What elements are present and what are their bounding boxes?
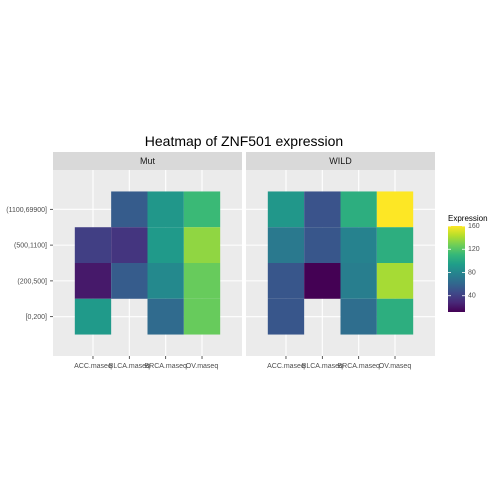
heatmap-cell xyxy=(377,299,413,335)
heatmap-cell xyxy=(377,191,413,227)
heatmap-cell xyxy=(377,227,413,263)
heatmap-cell xyxy=(148,263,184,299)
heatmap-cell xyxy=(341,191,377,227)
x-tick-label: BRCA.maseq xyxy=(144,363,187,370)
heatmap-cell xyxy=(304,191,340,227)
heatmap-cell xyxy=(184,263,220,299)
heatmap-cell xyxy=(304,227,340,263)
y-tick-label: (200,500] xyxy=(17,278,47,285)
heatmap-cell xyxy=(111,191,147,227)
heatmap-cell xyxy=(111,227,147,263)
x-tick-label: OV.maseq xyxy=(379,363,412,370)
x-tick-label: BRCA.maseq xyxy=(337,363,380,370)
heatmap-cell xyxy=(75,227,111,263)
legend-tick-label: 120 xyxy=(468,246,480,253)
heatmap-cell xyxy=(111,263,147,299)
heatmap-cell xyxy=(304,263,340,299)
heatmap-cell xyxy=(75,263,111,299)
heatmap-cell xyxy=(184,227,220,263)
legend-tick-label: 160 xyxy=(468,223,480,230)
heatmap-cell xyxy=(75,299,111,335)
heatmap-cell xyxy=(341,227,377,263)
legend-title: Expression xyxy=(448,214,488,223)
panel-wild: WILDACC.maseqBLCA.maseqBRCA.maseqOV.mase… xyxy=(246,152,435,370)
legend: Expression 40 80 120 160 xyxy=(448,214,488,312)
heatmap-cell xyxy=(148,191,184,227)
heatmap-cell xyxy=(184,191,220,227)
legend-tick-label: 40 xyxy=(468,293,476,300)
heatmap-cell xyxy=(268,299,304,335)
heatmap-cell xyxy=(341,263,377,299)
x-tick-label: ACC.maseq xyxy=(267,363,305,370)
facet-panels: MutACC.maseqBLCA.maseqBRCA.maseqOV.maseq… xyxy=(53,152,435,370)
x-tick-label: OV.maseq xyxy=(186,363,219,370)
heatmap-cell xyxy=(148,227,184,263)
heatmap-cell xyxy=(377,263,413,299)
strip-label: Mut xyxy=(140,156,156,166)
heatmap-cell xyxy=(148,299,184,335)
heatmap-cell xyxy=(184,299,220,335)
y-tick-label: (1100,69900] xyxy=(6,207,47,214)
strip-label: WILD xyxy=(329,156,352,166)
y-tick-label: (500,1100] xyxy=(14,243,47,250)
y-axis: [0,200] (200,500] (500,1100] (1100,69900] xyxy=(6,207,53,321)
heatmap-cell xyxy=(268,191,304,227)
x-tick-label: ACC.maseq xyxy=(74,363,112,370)
chart-title: Heatmap of ZNF501 expression xyxy=(145,133,343,149)
legend-colorbar xyxy=(448,226,465,312)
heatmap-cell xyxy=(268,227,304,263)
legend-tick-label: 80 xyxy=(468,269,476,276)
heatmap-cell xyxy=(341,299,377,335)
heatmap-cell xyxy=(268,263,304,299)
y-tick-label: [0,200] xyxy=(26,314,47,321)
